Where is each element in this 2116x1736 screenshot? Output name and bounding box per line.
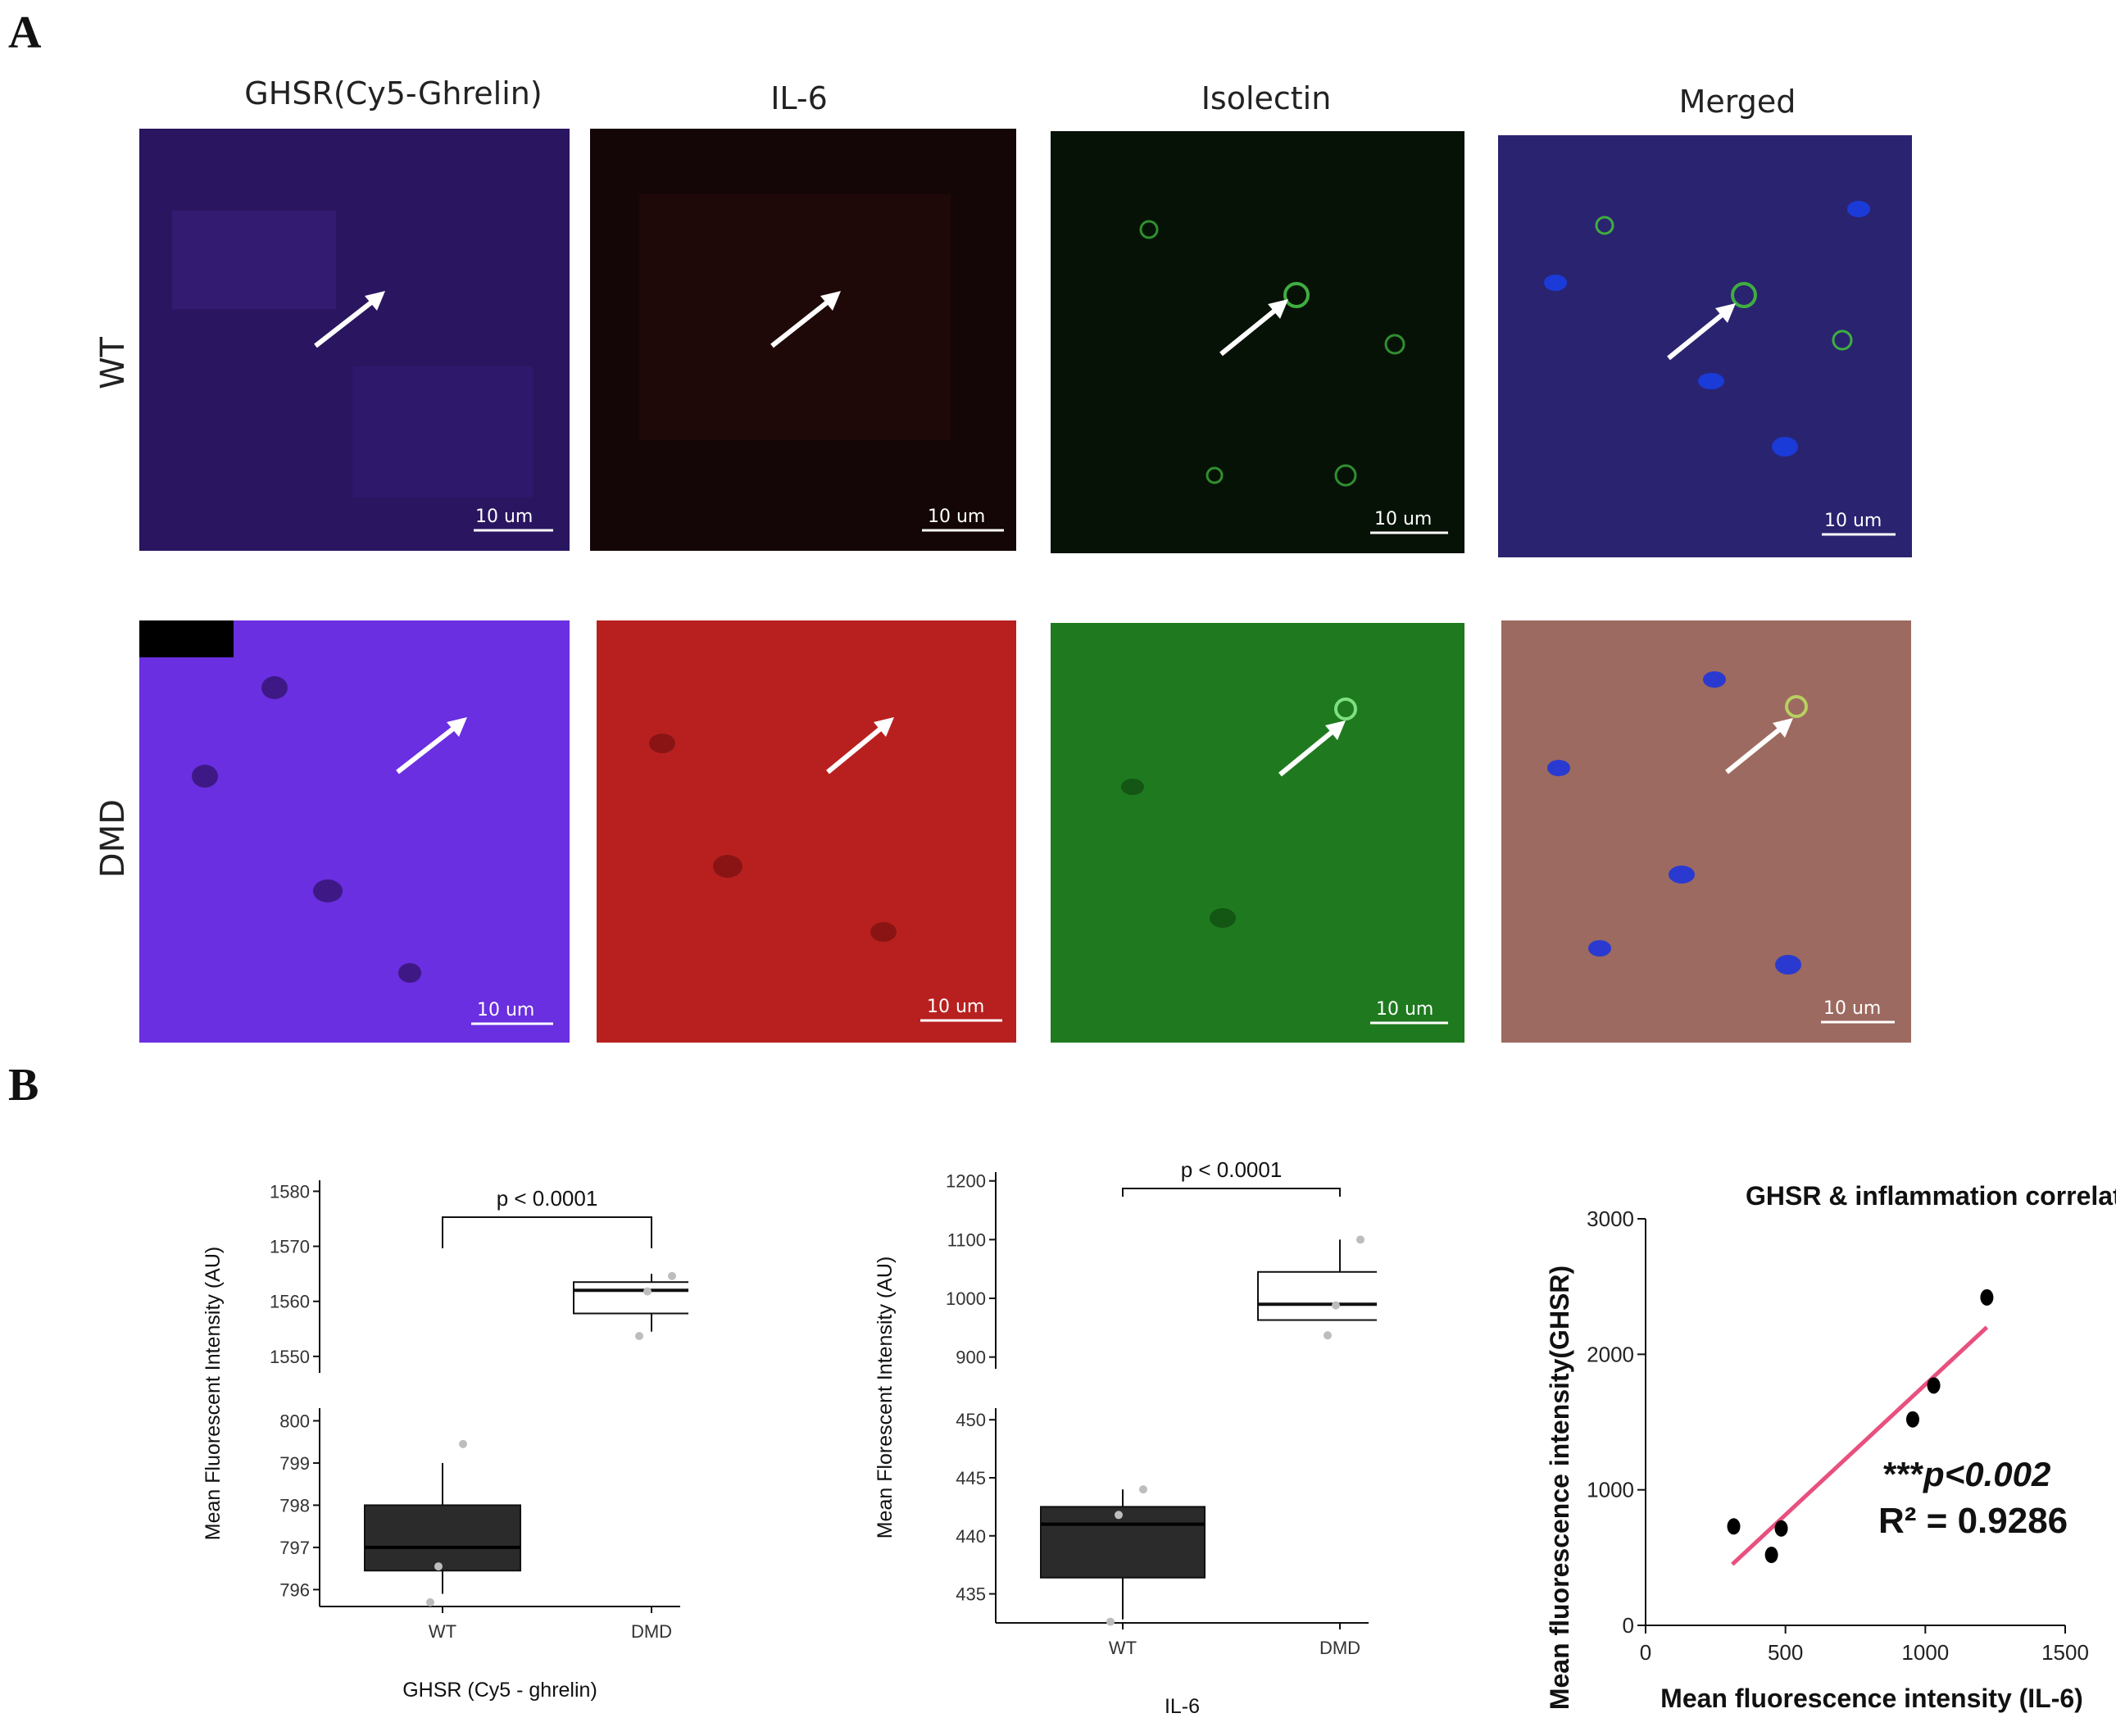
significance-bracket <box>1122 1188 1341 1197</box>
p-value-annotation: p < 0.0001 <box>1181 1157 1283 1182</box>
x-tick-label: 500 <box>1768 1640 1803 1665</box>
x-axis-label: Mean fluorescence intensity (IL-6) <box>1660 1684 2083 1713</box>
y-tick-label: 797 <box>279 1538 310 1558</box>
p-value-annotation: ***p<0.002 <box>1883 1455 2050 1493</box>
boxplot-ghsr: 1550 1560 1570 1580 796 797 798 799 800 WT DMD p <… <box>197 1147 730 1721</box>
micrograph-wt-ghsr-canvas: 10 um <box>139 129 570 551</box>
micrograph-dmd-merged: 10 um <box>1501 620 1911 1043</box>
column-title-isolectin: Isolectin <box>1201 80 1332 116</box>
y-tick-label: 1550 <box>270 1347 310 1367</box>
micrograph-dmd-isolectin: 10 um <box>1051 623 1464 1043</box>
chart-title: GHSR & inflammation correlation <box>1746 1181 2116 1211</box>
data-point <box>1764 1547 1778 1564</box>
x-tick-label: WT <box>429 1621 456 1642</box>
data-point <box>459 1439 467 1448</box>
y-axis-label: Mean Florescent Intensity (AU) <box>874 1257 897 1539</box>
y-tick-label: 900 <box>956 1347 986 1368</box>
micrograph-dmd-il6: 10 um <box>597 620 1016 1043</box>
y-tick-label: 440 <box>956 1526 986 1547</box>
x-axis-label: GHSR (Cy5 - ghrelin) <box>402 1679 597 1702</box>
r-squared-annotation: R² = 0.9286 <box>1878 1501 2068 1541</box>
data-point <box>1980 1288 1994 1306</box>
y-tick-label: 800 <box>279 1411 310 1431</box>
data-point <box>1139 1485 1147 1494</box>
data-point <box>1727 1518 1741 1535</box>
y-tick-label: 435 <box>956 1584 986 1605</box>
y-tick-label: 1000 <box>1587 1478 1634 1502</box>
box-dmd <box>1257 1270 1423 1321</box>
data-point <box>1905 1411 1919 1428</box>
box-wt <box>364 1504 521 1572</box>
data-point <box>1106 1617 1115 1626</box>
significance-bracket <box>442 1216 652 1248</box>
row-label-wt: WT <box>94 337 132 389</box>
y-tick-label: 798 <box>279 1495 310 1516</box>
scale-bar-label: 10 um <box>477 1000 534 1020</box>
x-tick-label: 1000 <box>1901 1640 1949 1665</box>
p-value-annotation: p < 0.0001 <box>497 1186 598 1211</box>
micrograph-dmd-ghsr: 10 um <box>139 620 570 1043</box>
data-point <box>1324 1331 1332 1340</box>
x-tick-label: DMD <box>1319 1638 1360 1658</box>
boxplot-il6: 900 1000 1100 1200 435 440 445 450 WT DMD p < 0.0… <box>869 1147 1423 1721</box>
scatter-correlation: 0 500 1000 1500 0 1000 2000 3000 GHSR & inflamm… <box>1541 1131 2116 1732</box>
x-tick-label: WT <box>1109 1638 1137 1658</box>
y-axis-label: Mean fluorescence intensity(GHSR) <box>1545 1266 1574 1710</box>
y-tick-label: 1560 <box>270 1292 310 1312</box>
scale-bar-label: 10 um <box>1823 998 1881 1019</box>
scale-bar-label: 10 um <box>928 507 985 527</box>
trendline <box>1731 1325 1989 1566</box>
column-title-il6: IL-6 <box>770 80 828 116</box>
data-point <box>1774 1520 1788 1537</box>
micrograph-wt-merged: 10 um <box>1498 135 1912 557</box>
row-label-dmd: DMD <box>94 798 132 879</box>
y-tick-label: 799 <box>279 1453 310 1474</box>
column-title-merged: Merged <box>1678 84 1796 120</box>
box-dmd <box>573 1281 730 1315</box>
y-tick-label: 1100 <box>947 1229 986 1250</box>
data-point <box>426 1597 434 1606</box>
data-point <box>1332 1301 1340 1310</box>
y-tick-label: 3000 <box>1587 1207 1634 1231</box>
x-tick-label: DMD <box>631 1621 672 1642</box>
y-tick-label: 445 <box>956 1468 986 1488</box>
column-title-ghsr: GHSR(Cy5-Ghrelin) <box>244 75 543 111</box>
x-tick-label: 1500 <box>2041 1640 2089 1665</box>
data-point <box>1356 1235 1365 1244</box>
y-tick-label: 1000 <box>946 1288 986 1309</box>
y-tick-label: 1570 <box>270 1237 310 1257</box>
data-point <box>1115 1511 1123 1520</box>
box-wt <box>1040 1506 1206 1579</box>
y-tick-label: 2000 <box>1587 1342 1634 1366</box>
y-tick-label: 450 <box>956 1410 986 1430</box>
panel-b-letter: B <box>8 1060 39 1111</box>
y-tick-label: 1580 <box>270 1181 310 1202</box>
data-point <box>643 1287 652 1296</box>
y-tick-label: 796 <box>279 1579 310 1600</box>
scale-bar-label: 10 um <box>927 997 984 1017</box>
data-point <box>1927 1377 1941 1394</box>
micrograph-wt-isolectin: 10 um <box>1051 131 1464 553</box>
micrograph-wt-il6: 10 um <box>590 129 1016 551</box>
x-tick-label: 0 <box>1640 1640 1651 1665</box>
y-axis-label: Mean Fluorescent Intensity (AU) <box>202 1247 225 1540</box>
data-point <box>668 1271 676 1280</box>
scale-bar-label: 10 um <box>475 507 533 527</box>
panel-a-letter: A <box>8 7 42 58</box>
micrograph-wt-ghsr: 10 um <box>139 129 570 551</box>
data-point <box>434 1562 443 1571</box>
boxplot-il6-svg: 900 1000 1100 1200 435 440 445 450 WT DMD p < 0.0… <box>874 1157 1423 1718</box>
boxplot-ghsr-svg: 1550 1560 1570 1580 796 797 798 799 800 WT DMD p <… <box>202 1180 730 1702</box>
scatter-correlation-svg: 0 500 1000 1500 0 1000 2000 3000 GHSR & inflamm… <box>1545 1181 2116 1713</box>
y-tick-label: 1200 <box>946 1171 986 1192</box>
scale-bar-label: 10 um <box>1824 511 1882 531</box>
scale-bar-label: 10 um <box>1374 509 1432 529</box>
scale-bar-label: 10 um <box>1376 999 1433 1020</box>
y-tick-label: 0 <box>1623 1613 1634 1638</box>
x-axis-label: IL-6 <box>1165 1695 1200 1718</box>
data-point <box>635 1332 643 1341</box>
